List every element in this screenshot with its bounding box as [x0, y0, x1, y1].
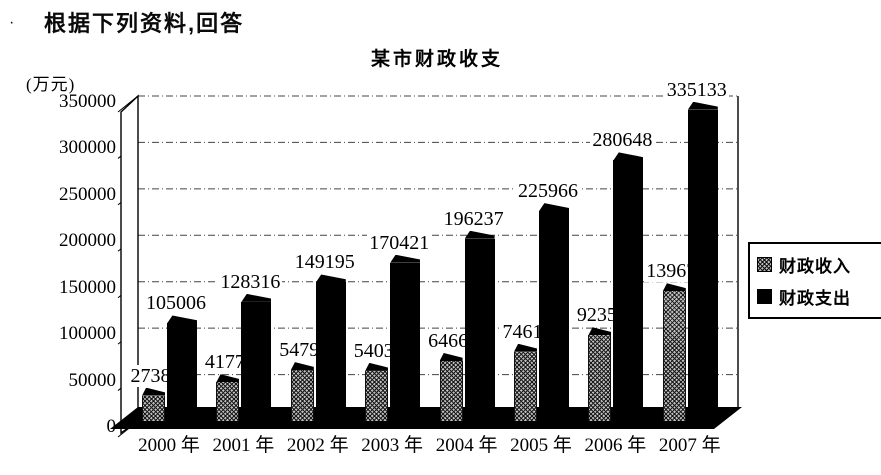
- y-tick-label: 200000: [59, 230, 116, 252]
- bar-top-cap: [142, 387, 165, 396]
- bar-top-cap: [613, 152, 644, 161]
- y-axis-unit-label: (万元): [26, 75, 76, 94]
- bar-top-cap: [539, 203, 569, 212]
- bar-body: [241, 301, 272, 421]
- bar-top-cap: [687, 101, 718, 110]
- bar-value-label: 149195: [292, 251, 357, 274]
- bar-top-cap: [290, 362, 314, 371]
- bar-top-cap: [439, 352, 463, 361]
- bar-body: [167, 323, 197, 421]
- bar-value-label: 225966: [516, 180, 580, 203]
- bar-expenditure: [241, 293, 272, 421]
- x-axis-year-label: 2007 年: [658, 435, 721, 456]
- y-tick-label: 50000: [68, 369, 117, 391]
- bar-body: [390, 262, 421, 421]
- revenue-hatched-swatch-icon: [757, 257, 772, 272]
- bar-top-cap: [241, 293, 272, 302]
- bar-value-label: 196237: [441, 207, 506, 230]
- bar-top-cap: [464, 230, 495, 239]
- bar-body: [439, 360, 463, 421]
- bar-revenue: [290, 362, 314, 421]
- x-axis-year-label: 2000 年: [138, 435, 200, 456]
- bar-expenditure: [390, 254, 421, 421]
- bar-body: [464, 238, 495, 421]
- bar-body: [662, 291, 686, 421]
- y-tick-label: 350000: [59, 91, 116, 112]
- legend-item-expenditure: 财政支出: [757, 284, 875, 309]
- y-tick-label: 300000: [59, 137, 116, 159]
- bar-body: [539, 211, 569, 421]
- page-heading: 根据下列资料,回答: [44, 11, 245, 36]
- bar-body: [365, 370, 389, 421]
- bar-top-cap: [588, 327, 612, 336]
- bar-expenditure: [315, 274, 346, 421]
- legend: 财政收入 财政支出: [748, 242, 881, 319]
- y-tick-label: 150000: [59, 276, 116, 298]
- bar-revenue: [662, 283, 686, 421]
- legend-label-revenue: 财政收入: [779, 257, 851, 276]
- y-tick-label: 100000: [59, 323, 116, 345]
- y-tick-label: 0: [106, 416, 117, 437]
- bar-expenditure: [167, 315, 197, 421]
- bar-value-label: 170421: [367, 231, 432, 254]
- x-axis-year-label: 2002 年: [286, 435, 349, 456]
- bar-revenue: [514, 343, 537, 421]
- bar-top-cap: [390, 254, 421, 263]
- bar-expenditure: [687, 101, 718, 421]
- bar-body: [514, 351, 537, 421]
- bar-body: [142, 395, 165, 421]
- bar-expenditure: [464, 230, 495, 421]
- bar-revenue: [216, 374, 240, 421]
- chart-title: 某市财政收支: [370, 49, 503, 70]
- bar-body: [687, 109, 718, 421]
- bar-value-label: 128316: [218, 270, 283, 293]
- bar-revenue: [439, 352, 463, 421]
- bullet-dot: ·: [9, 14, 15, 31]
- bar-body: [613, 160, 644, 421]
- legend-item-revenue: 财政收入: [757, 252, 875, 277]
- bar-body: [216, 382, 240, 421]
- x-axis-year-label: 2003 年: [361, 435, 424, 456]
- bar-top-cap: [365, 362, 389, 371]
- legend-label-expenditure: 财政支出: [779, 289, 851, 308]
- bar-top-cap: [662, 283, 686, 292]
- bar-body: [588, 335, 612, 421]
- x-axis-year-label: 2006 年: [584, 435, 647, 456]
- bar-expenditure: [539, 203, 569, 421]
- bar-value-label: 280648: [590, 129, 655, 152]
- x-axis-year-label: 2004 年: [435, 435, 498, 456]
- expenditure-solid-swatch-icon: [757, 289, 772, 304]
- bar-value-label: 105006: [144, 292, 208, 315]
- bar-body: [290, 370, 314, 421]
- x-axis-year-label: 2005 年: [510, 435, 572, 456]
- bar-revenue: [588, 327, 612, 421]
- bar-expenditure: [613, 152, 644, 421]
- bar-revenue: [142, 387, 165, 421]
- bar-revenue: [365, 362, 389, 421]
- bar-top-cap: [216, 374, 240, 383]
- bar-body: [315, 282, 346, 421]
- y-tick-label: 250000: [59, 183, 116, 205]
- bar-top-cap: [514, 343, 537, 352]
- bar-top-cap: [167, 315, 197, 324]
- bar-value-label: 335133: [664, 78, 729, 101]
- bar-top-cap: [315, 274, 346, 283]
- x-axis-year-label: 2001 年: [212, 435, 275, 456]
